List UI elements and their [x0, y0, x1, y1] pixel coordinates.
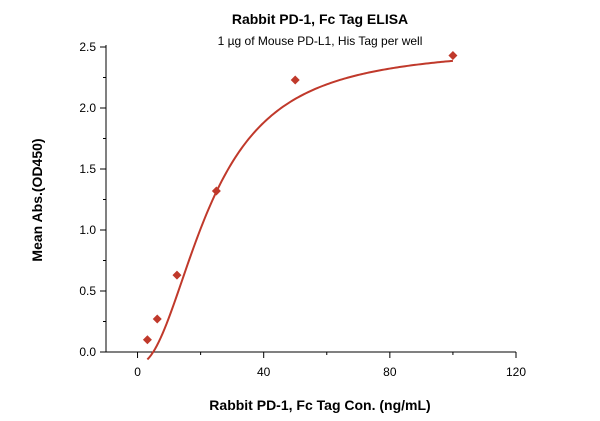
chart-subtitle: 1 µg of Mouse PD-L1, His Tag per well — [218, 34, 423, 48]
y-tick-label: 0.5 — [79, 284, 96, 298]
y-tick-label: 1.5 — [79, 162, 96, 176]
y-tick-label: 1.0 — [79, 223, 96, 237]
fit-curve — [146, 59, 454, 361]
data-points — [142, 51, 458, 345]
y-ticks: 0.0 0.5 1.0 1.5 2.0 2.5 — [79, 40, 106, 359]
y-tick-label: 0.0 — [79, 345, 96, 359]
data-point — [152, 314, 162, 324]
data-point — [448, 51, 458, 61]
data-point — [211, 186, 221, 196]
y-axis-title: Mean Abs.(OD450) — [29, 138, 45, 261]
x-tick-label: 40 — [257, 365, 271, 379]
x-tick-label: 80 — [383, 365, 397, 379]
x-tick-label: 120 — [506, 365, 526, 379]
y-tick-label: 2.0 — [79, 101, 96, 115]
chart-title: Rabbit PD-1, Fc Tag ELISA — [232, 11, 408, 27]
data-point — [172, 270, 182, 280]
data-point — [290, 75, 300, 85]
x-axis-title: Rabbit PD-1, Fc Tag Con. (ng/mL) — [209, 397, 430, 413]
x-tick-label: 0 — [134, 365, 141, 379]
x-ticks: 0 40 80 120 — [134, 352, 526, 379]
data-point — [142, 335, 152, 345]
axes — [105, 45, 516, 353]
y-tick-label: 2.5 — [79, 40, 96, 54]
